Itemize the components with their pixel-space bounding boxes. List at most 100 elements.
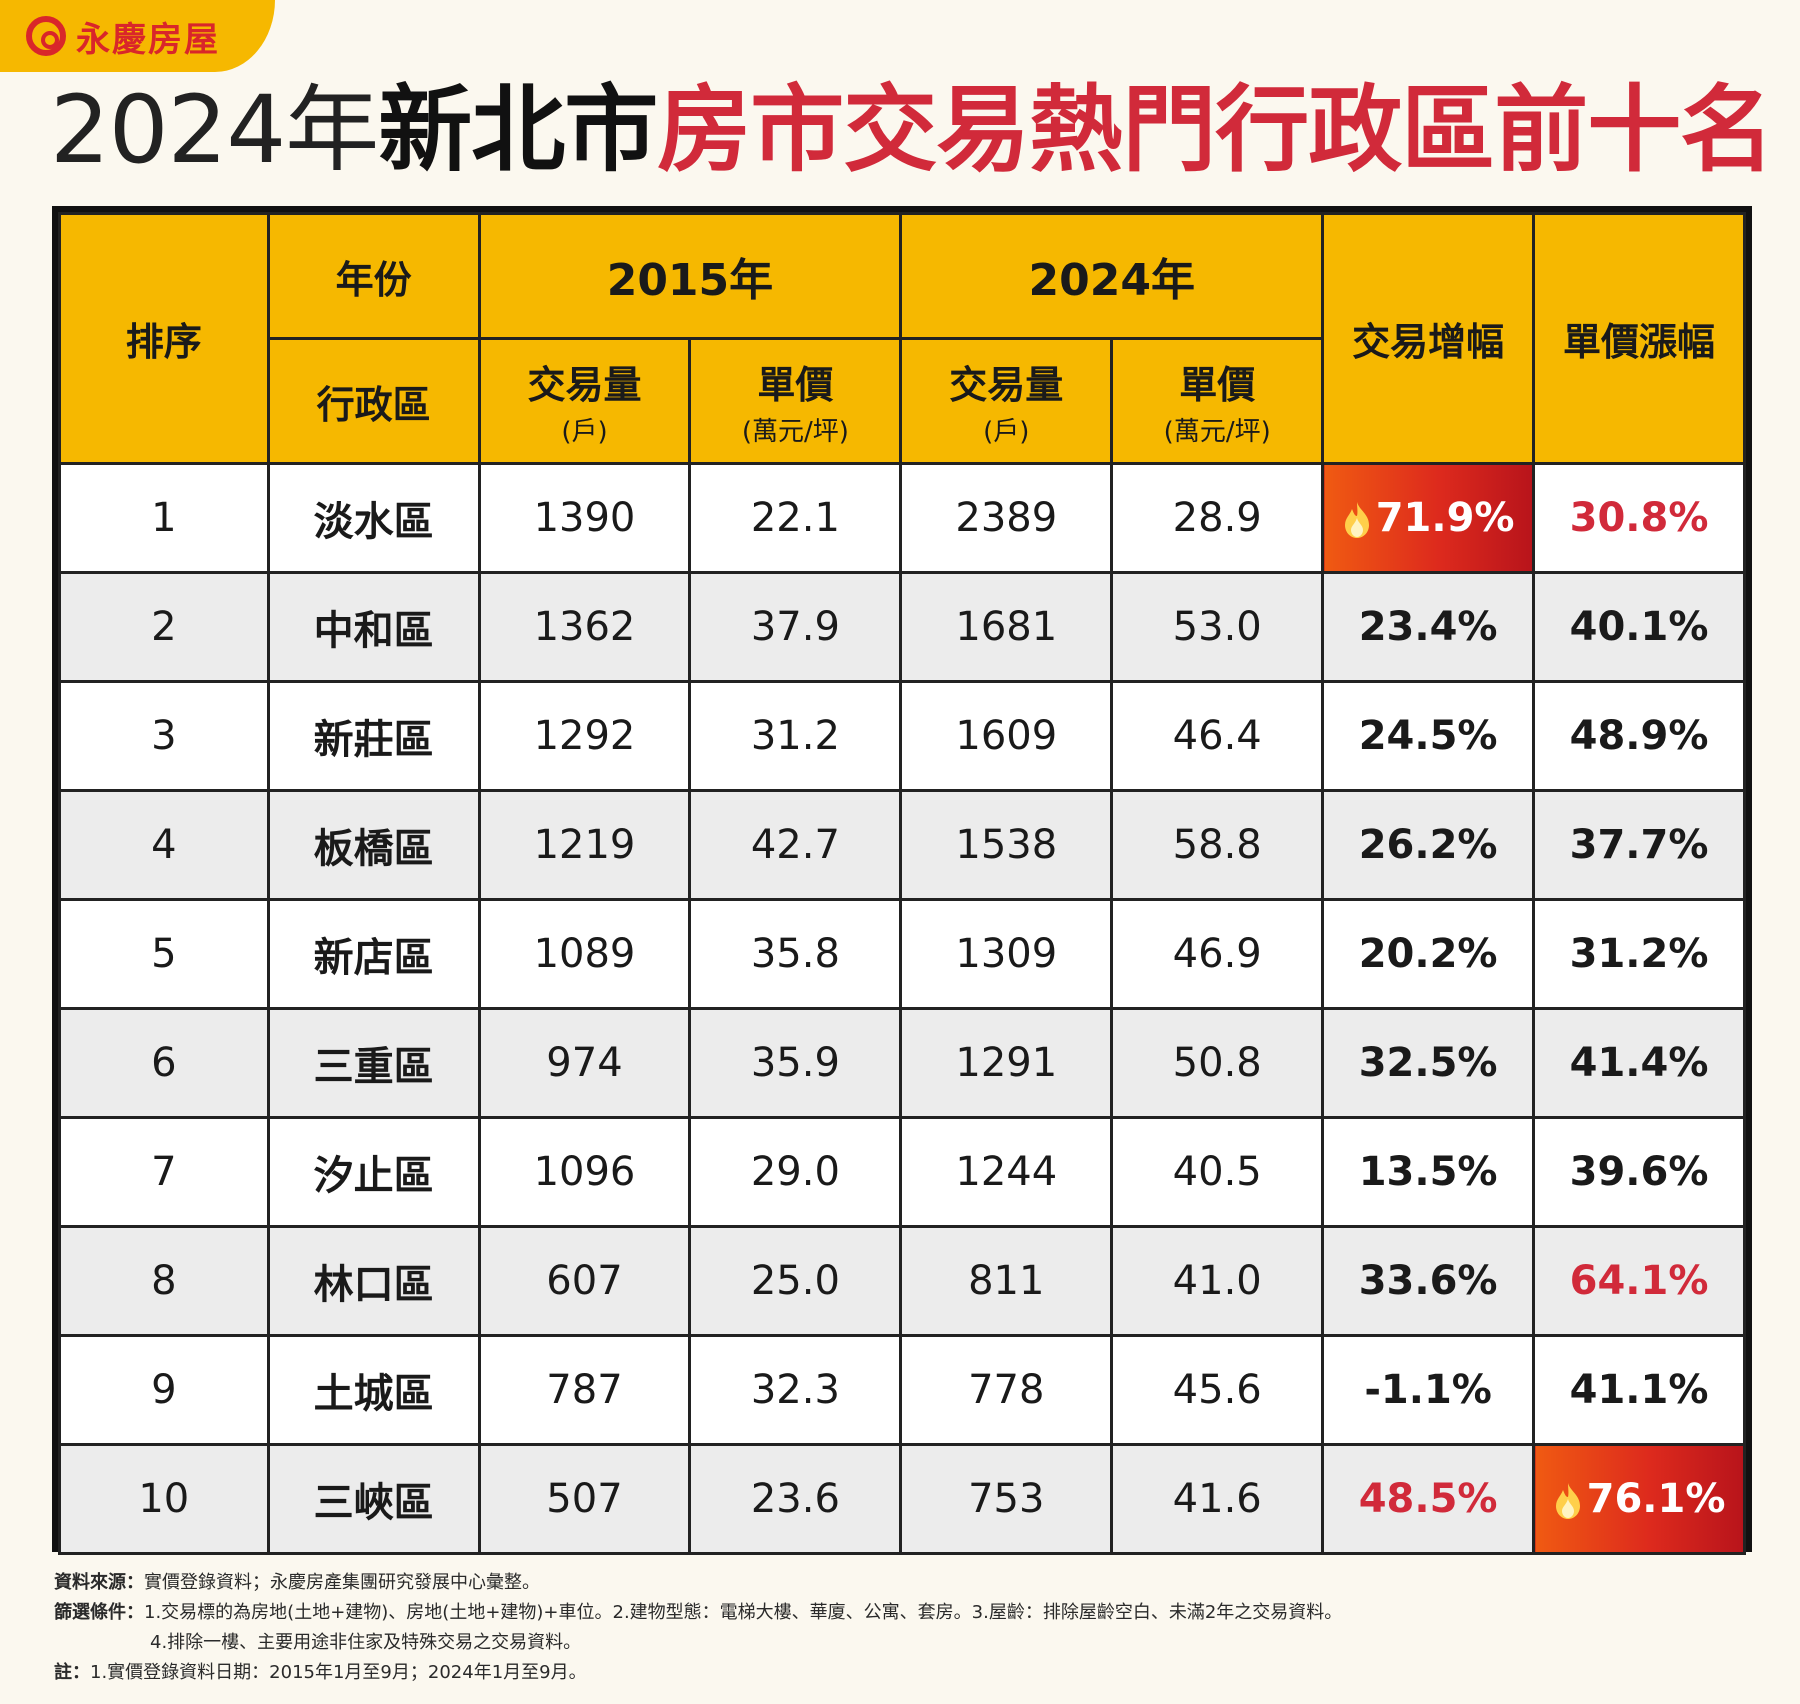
- cell-district: 土城區: [266, 1334, 481, 1446]
- cell-rank: 10: [58, 1443, 270, 1555]
- cell-vol2024: 811: [899, 1225, 1114, 1337]
- cell-price2015: 42.7: [688, 789, 903, 901]
- cell-price2024: 50.8: [1110, 1007, 1325, 1119]
- header-price-unit: (萬元/坪): [1163, 417, 1271, 447]
- cell-price2015: 31.2: [688, 680, 903, 792]
- cell-vol-growth: 13.5%: [1321, 1116, 1536, 1228]
- cell-vol-growth: 32.5%: [1321, 1007, 1536, 1119]
- table-row: 9 土城區 787 32.3 778 45.6 -1.1% 41.1%: [58, 1334, 1746, 1446]
- table-row: 6 三重區 974 35.9 1291 50.8 32.5% 41.4%: [58, 1007, 1746, 1119]
- cell-price-growth: 64.1%: [1532, 1225, 1746, 1337]
- header-rank: 排序: [58, 212, 270, 465]
- source-label: 資料來源：: [54, 1572, 144, 1593]
- cell-district: 三重區: [266, 1007, 481, 1119]
- cell-vol2024: 1609: [899, 680, 1114, 792]
- cell-vol2015: 974: [477, 1007, 692, 1119]
- cell-price2024: 53.0: [1110, 571, 1325, 683]
- cell-price2015: 35.8: [688, 898, 903, 1010]
- table-body: 1 淡水區 1390 22.1 2389 28.9 71.9% 30.8% 2 中和區 1362 37…: [58, 462, 1746, 1555]
- table-row: 8 林口區 607 25.0 811 41.0 33.6% 64.1%: [58, 1225, 1746, 1337]
- table-row: 10 三峽區 507 23.6 753 41.6 48.5% 76.1%: [58, 1443, 1746, 1555]
- cell-price2015: 22.1: [688, 462, 903, 574]
- table-row: 3 新莊區 1292 31.2 1609 46.4 24.5% 48.9%: [58, 680, 1746, 792]
- fire-icon: [1555, 1483, 1580, 1519]
- cell-price2015: 25.0: [688, 1225, 903, 1337]
- cell-rank: 1: [58, 462, 270, 574]
- cell-price2015: 23.6: [688, 1443, 903, 1555]
- cell-price-growth: 41.1%: [1532, 1334, 1746, 1446]
- title-city: 新北市: [378, 76, 658, 185]
- cell-price2024: 58.8: [1110, 789, 1325, 901]
- page-title: 2024年新北市房市交易熱門行政區前十名: [50, 84, 1774, 178]
- header-2015: 2015年: [477, 212, 903, 340]
- header-volume-growth: 交易增幅: [1321, 212, 1536, 465]
- header-price-text: 單價: [757, 363, 834, 407]
- cell-price-growth: 31.2%: [1532, 898, 1746, 1010]
- cell-price2015: 29.0: [688, 1116, 903, 1228]
- table-row: 4 板橋區 1219 42.7 1538 58.8 26.2% 37.7%: [58, 789, 1746, 901]
- cell-district: 新莊區: [266, 680, 481, 792]
- cell-price2024: 28.9: [1110, 462, 1325, 574]
- cell-rank: 2: [58, 571, 270, 683]
- cell-price-growth: 37.7%: [1532, 789, 1746, 901]
- title-rest: 房市交易熱門行政區前十名: [657, 76, 1774, 185]
- cell-vol2015: 1390: [477, 462, 692, 574]
- header-price-growth: 單價漲幅: [1532, 212, 1746, 465]
- cell-vol2024: 1309: [899, 898, 1114, 1010]
- cell-vol2015: 607: [477, 1225, 692, 1337]
- cell-price2015: 35.9: [688, 1007, 903, 1119]
- table-row: 7 汐止區 1096 29.0 1244 40.5 13.5% 39.6%: [58, 1116, 1746, 1228]
- note-text: 1.實價登錄資料日期：2015年1月至9月；2024年1月至9月。: [90, 1662, 587, 1683]
- cell-vol2015: 1219: [477, 789, 692, 901]
- cell-price-growth: 41.4%: [1532, 1007, 1746, 1119]
- cell-vol-growth: 48.5%: [1321, 1443, 1536, 1555]
- cell-price2015: 37.9: [688, 571, 903, 683]
- header-volume-unit: (戶): [983, 417, 1030, 447]
- table-row: 5 新店區 1089 35.8 1309 46.9 20.2% 31.2%: [58, 898, 1746, 1010]
- cell-price-growth: 40.1%: [1532, 571, 1746, 683]
- cell-rank: 3: [58, 680, 270, 792]
- note-source: 資料來源：實價登錄資料；永慶房產集團研究發展中心彙整。: [54, 1568, 1754, 1598]
- cell-vol-growth: 20.2%: [1321, 898, 1536, 1010]
- cell-value: 76.1%: [1586, 1476, 1726, 1522]
- header-2024-price: 單價 (萬元/坪): [1110, 337, 1325, 465]
- cell-vol2015: 1292: [477, 680, 692, 792]
- cell-rank: 6: [58, 1007, 270, 1119]
- cell-district: 淡水區: [266, 462, 481, 574]
- fire-icon: [1344, 502, 1369, 538]
- note-filter: 篩選條件：1.交易標的為房地(土地+建物)、房地(土地+建物)+車位。2.建物型…: [54, 1598, 1754, 1628]
- cell-vol2024: 1291: [899, 1007, 1114, 1119]
- filter-label: 篩選條件：: [54, 1602, 144, 1623]
- note-label: 註：: [54, 1662, 90, 1683]
- cell-vol2015: 787: [477, 1334, 692, 1446]
- cell-vol2024: 1681: [899, 571, 1114, 683]
- header-volume-text: 交易量: [527, 363, 642, 407]
- cell-vol-growth: 24.5%: [1321, 680, 1536, 792]
- header-2015-price: 單價 (萬元/坪): [688, 337, 903, 465]
- header-2024: 2024年: [899, 212, 1325, 340]
- filter-text-2: 4.排除一樓、主要用途非住家及特殊交易之交易資料。: [150, 1632, 582, 1653]
- cell-price2024: 40.5: [1110, 1116, 1325, 1228]
- cell-price2024: 46.9: [1110, 898, 1325, 1010]
- cell-vol2015: 1089: [477, 898, 692, 1010]
- cell-vol-growth: 26.2%: [1321, 789, 1536, 901]
- cell-vol-growth: 23.4%: [1321, 571, 1536, 683]
- cell-rank: 5: [58, 898, 270, 1010]
- cell-district: 中和區: [266, 571, 481, 683]
- cell-price2015: 32.3: [688, 1334, 903, 1446]
- header-2024-volume: 交易量 (戶): [899, 337, 1114, 465]
- cell-district: 三峽區: [266, 1443, 481, 1555]
- cell-district: 汐止區: [266, 1116, 481, 1228]
- ranking-table: 排序 年份 2015年 2024年 交易增幅 單價漲幅 行政區 交易量 (戶) 單…: [52, 206, 1752, 1555]
- header-price-unit: (萬元/坪): [741, 417, 849, 447]
- header-volume-text: 交易量: [949, 363, 1064, 407]
- table-row: 2 中和區 1362 37.9 1681 53.0 23.4% 40.1%: [58, 571, 1746, 683]
- note-remark: 註：1.實價登錄資料日期：2015年1月至9月；2024年1月至9月。: [54, 1658, 1754, 1688]
- cell-vol2024: 2389: [899, 462, 1114, 574]
- cell-vol2024: 778: [899, 1334, 1114, 1446]
- cell-price2024: 41.6: [1110, 1443, 1325, 1555]
- cell-rank: 7: [58, 1116, 270, 1228]
- cell-vol2015: 507: [477, 1443, 692, 1555]
- header-price-text: 單價: [1179, 363, 1256, 407]
- cell-rank: 4: [58, 789, 270, 901]
